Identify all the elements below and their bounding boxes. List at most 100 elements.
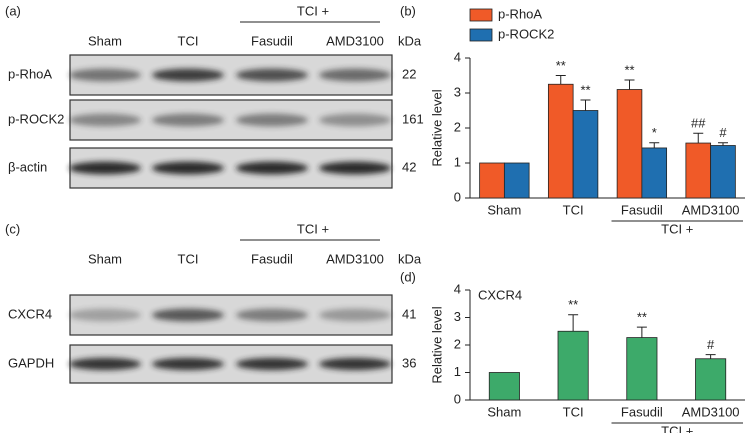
y-axis-label: Relative level <box>429 89 444 166</box>
blot-band <box>319 308 391 322</box>
group-label: TCI + <box>661 423 693 433</box>
row-label: p-ROCK2 <box>8 111 64 126</box>
row-label: GAPDH <box>8 355 54 370</box>
blot-band <box>152 113 224 127</box>
lane-label: TCI <box>178 251 199 266</box>
blot-band <box>69 68 141 82</box>
y-tick-label: 2 <box>454 336 461 351</box>
kda-label: 22 <box>402 66 416 81</box>
blot-band <box>236 357 308 371</box>
lane-label: Sham <box>88 251 122 266</box>
group-label: TCI + <box>297 221 329 236</box>
error-bar <box>693 132 704 144</box>
bar <box>488 372 520 401</box>
bar <box>641 147 668 199</box>
kda-label: 161 <box>402 111 424 126</box>
legend-label: p-RhoA <box>498 6 542 21</box>
error-bar <box>568 314 579 332</box>
y-tick-label: 4 <box>454 281 461 296</box>
group-label: TCI + <box>297 3 329 18</box>
y-tick-label: 1 <box>454 154 461 169</box>
bar <box>547 83 574 199</box>
error-bar <box>705 354 716 359</box>
blot-band <box>69 161 141 175</box>
bar <box>626 337 658 401</box>
bar <box>557 330 589 401</box>
lane-label: AMD3100 <box>326 33 384 48</box>
x-tick-label: Sham <box>487 202 521 217</box>
y-tick-label: 2 <box>454 119 461 134</box>
x-tick-label: Fasudil <box>621 404 663 419</box>
blot-band <box>236 68 308 82</box>
significance-label: # <box>719 125 727 140</box>
lane-label: Fasudil <box>251 251 293 266</box>
panel-label: (d) <box>400 269 416 284</box>
significance-label: # <box>707 337 715 352</box>
significance-label: ** <box>637 310 647 325</box>
unit-label: kDa <box>398 251 422 266</box>
blot-band <box>319 68 391 82</box>
significance-label: ** <box>556 58 566 73</box>
error-bar <box>580 99 591 111</box>
row-label: CXCR4 <box>8 306 52 321</box>
error-bar <box>718 142 728 146</box>
legend-label: p-ROCK2 <box>498 26 554 41</box>
error-bar <box>636 326 647 338</box>
x-tick-label: TCI <box>563 202 584 217</box>
blot-band <box>319 113 391 127</box>
bar <box>479 162 505 199</box>
bar <box>572 110 599 199</box>
bar <box>685 142 712 199</box>
significance-label: ** <box>580 82 590 97</box>
error-bar <box>624 79 635 90</box>
kda-label: 42 <box>402 159 416 174</box>
kda-label: 36 <box>402 355 416 370</box>
significance-label: ** <box>568 297 578 312</box>
blot-band <box>236 161 308 175</box>
blot-band <box>152 308 224 322</box>
panel-label: (c) <box>5 221 20 236</box>
panel-label: (a) <box>5 3 21 18</box>
significance-label: * <box>652 125 657 140</box>
blot-band <box>69 308 141 322</box>
row-label: p-RhoA <box>8 66 52 81</box>
blot-band <box>69 113 141 127</box>
x-tick-label: AMD3100 <box>682 404 740 419</box>
group-label: TCI + <box>661 221 693 236</box>
error-bar <box>649 142 660 148</box>
blot-band <box>236 113 308 127</box>
y-tick-label: 3 <box>454 309 461 324</box>
chart-title: CXCR4 <box>478 287 522 302</box>
bar <box>710 145 736 199</box>
x-tick-label: AMD3100 <box>682 202 740 217</box>
blot-band <box>319 357 391 371</box>
legend-swatch <box>469 8 493 22</box>
blot-band <box>319 161 391 175</box>
kda-label: 41 <box>402 306 416 321</box>
y-tick-label: 1 <box>454 364 461 379</box>
y-tick-label: 4 <box>454 49 461 64</box>
blot-band <box>69 357 141 371</box>
y-tick-label: 0 <box>454 391 461 406</box>
blot-band <box>152 68 224 82</box>
lane-label: AMD3100 <box>326 251 384 266</box>
blot-band <box>152 357 224 371</box>
significance-label: ** <box>624 62 634 77</box>
significance-label: ## <box>691 116 706 131</box>
bar <box>695 358 727 401</box>
bar <box>616 89 643 199</box>
y-axis-label: Relative level <box>429 306 444 383</box>
error-bar <box>555 75 566 85</box>
bar <box>503 162 530 199</box>
blot-band <box>236 308 308 322</box>
legend-swatch <box>469 28 493 42</box>
y-tick-label: 0 <box>454 189 461 204</box>
x-tick-label: Fasudil <box>621 202 663 217</box>
unit-label: kDa <box>398 33 422 48</box>
lane-label: Sham <box>88 33 122 48</box>
lane-label: TCI <box>178 33 199 48</box>
row-label: β-actin <box>8 159 47 174</box>
x-tick-label: TCI <box>563 404 584 419</box>
lane-label: Fasudil <box>251 33 293 48</box>
